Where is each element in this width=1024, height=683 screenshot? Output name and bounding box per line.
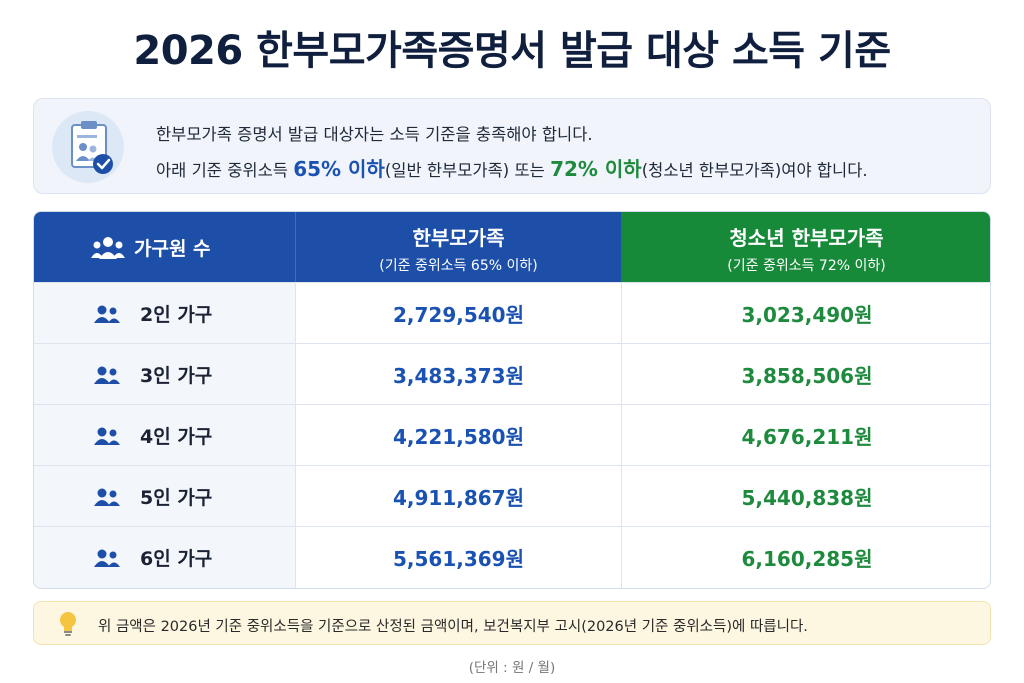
people-icon [94,427,120,445]
page-title: 2026 한부모가족증명서 발급 대상 소득 기준 [133,28,891,74]
header-general-sub: (기준 중위소득 65% 이하) [379,258,538,274]
household-cell: 4인 가구 [34,405,295,466]
header-youth: 청소년 한부모가족 (기준 중위소득 72% 이하) [621,212,990,282]
table-row: 2인 가구 2,729,540원 3,023,490원 [34,282,990,344]
general-value: 4,221,580원 [392,425,524,449]
table-row: 5인 가구 4,911,867원 5,440,838원 [34,465,990,527]
household-cell: 6인 가구 [34,527,295,588]
household-cell: 2인 가구 [34,283,295,344]
people-icon [94,366,120,384]
general-cell: 4,221,580원 [295,405,621,466]
table-row: 4인 가구 4,221,580원 4,676,211원 [34,404,990,466]
household-label: 5인 가구 [140,487,213,509]
people-icon [94,549,120,567]
household-label: 4인 가구 [140,426,213,448]
general-cell: 4,911,867원 [295,466,621,527]
people-icon [94,305,120,323]
highlight-65: 65% 이하 [293,157,385,181]
household-cell: 5인 가구 [34,466,295,527]
youth-value: 6,160,285원 [741,547,873,571]
general-value: 2,729,540원 [392,303,524,327]
table-header: 가구원 수 한부모가족 (기준 중위소득 65% 이하) 청소년 한부모가족 (… [34,212,990,282]
general-cell: 5,561,369원 [295,527,621,588]
household-label: 6인 가구 [140,548,213,570]
youth-value: 4,676,211원 [741,425,873,449]
info-text-part: 아래 기준 중위소득 [156,161,294,180]
youth-value: 3,023,490원 [741,303,873,327]
people-icon [91,236,125,259]
highlight-72: 72% 이하 [550,157,642,181]
header-youth-label: 청소년 한부모가족 [729,226,884,250]
info-box: 한부모가족 증명서 발급 대상자는 소득 기준을 충족해야 합니다. 아래 기준… [33,98,991,194]
youth-cell: 6,160,285원 [621,527,990,588]
general-value: 4,911,867원 [392,486,524,510]
footnote-box: 위 금액은 2026년 기준 중위소득을 기준으로 산정된 금액이며, 보건복지… [33,601,991,645]
header-youth-sub: (기준 중위소득 72% 이하) [727,258,886,274]
info-text-part: (청소년 한부모가족)여야 합니다. [641,161,868,180]
table-row: 6인 가구 5,561,369원 6,160,285원 [34,526,990,588]
lightbulb-icon [60,612,76,636]
info-text-line1: 한부모가족 증명서 발급 대상자는 소득 기준을 충족해야 합니다. [156,125,593,144]
youth-cell: 5,440,838원 [621,466,990,527]
header-household-label: 가구원 수 [134,238,211,260]
clipboard-family-check-icon [52,111,124,183]
income-table: 가구원 수 한부모가족 (기준 중위소득 65% 이하) 청소년 한부모가족 (… [33,211,991,589]
header-household: 가구원 수 [34,212,295,282]
info-text-part: (일반 한부모가족) 또는 [384,161,551,180]
household-label: 3인 가구 [140,365,213,387]
header-general: 한부모가족 (기준 중위소득 65% 이하) [295,212,621,282]
info-text-line2: 아래 기준 중위소득 65% 이하(일반 한부모가족) 또는 72% 이하(청소… [156,153,868,182]
table-row: 3인 가구 3,483,373원 3,858,506원 [34,343,990,405]
youth-cell: 3,858,506원 [621,344,990,405]
youth-cell: 4,676,211원 [621,405,990,466]
general-value: 5,561,369원 [392,547,524,571]
youth-cell: 3,023,490원 [621,283,990,344]
household-cell: 3인 가구 [34,344,295,405]
general-cell: 3,483,373원 [295,344,621,405]
youth-value: 3,858,506원 [741,364,873,388]
general-value: 3,483,373원 [392,364,524,388]
header-general-label: 한부모가족 [412,226,505,250]
household-label: 2인 가구 [140,304,213,326]
footnote-text: 위 금액은 2026년 기준 중위소득을 기준으로 산정된 금액이며, 보건복지… [98,619,808,635]
youth-value: 5,440,838원 [741,486,873,510]
people-icon [94,488,120,506]
unit-label: (단위 : 원 / 월) [468,660,556,676]
general-cell: 2,729,540원 [295,283,621,344]
